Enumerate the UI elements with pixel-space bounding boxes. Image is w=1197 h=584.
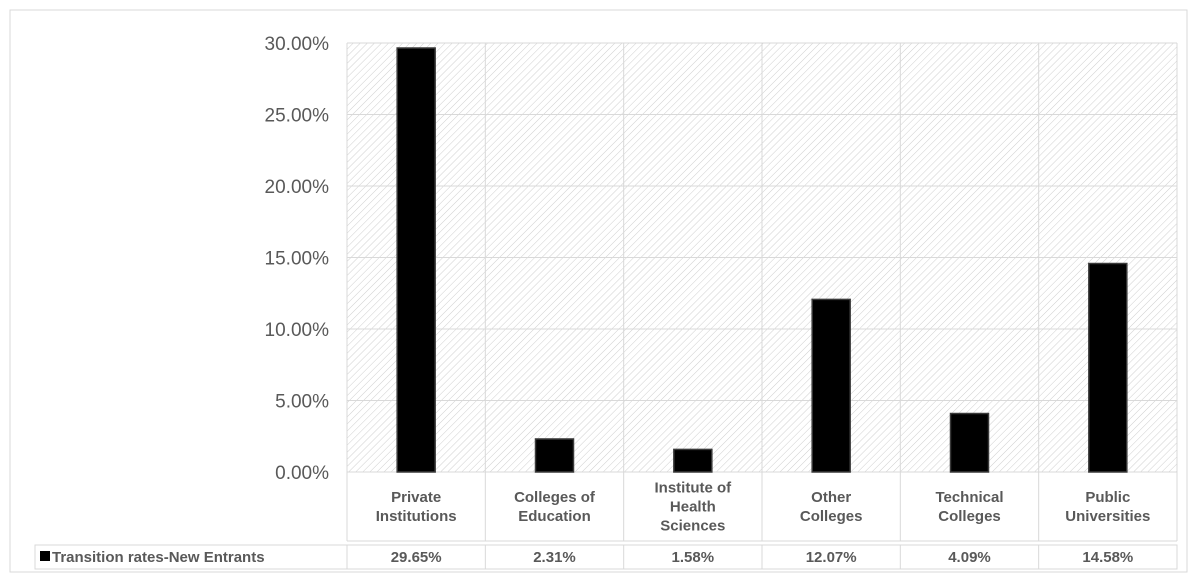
y-tick-label: 15.00%: [265, 249, 330, 270]
legend-key: [40, 551, 50, 561]
data-value-label: 12.07%: [806, 549, 857, 566]
series-name: Transition rates-New Entrants: [52, 549, 265, 566]
chart-border: [9, 9, 1188, 573]
bar: [1088, 262, 1128, 473]
y-tick-label: 30.00%: [265, 34, 330, 55]
y-tick-label: 25.00%: [265, 106, 330, 127]
x-category-label: Education: [518, 508, 591, 525]
data-value-label: 1.58%: [672, 549, 715, 566]
x-category-label: Other: [811, 489, 851, 506]
bar: [949, 412, 990, 473]
data-value-label: 29.65%: [391, 549, 442, 566]
x-category-label: Institutions: [376, 508, 457, 525]
data-value-label: 2.31%: [533, 549, 576, 566]
x-category-label: Public: [1085, 489, 1130, 506]
y-tick-label: 0.00%: [275, 463, 329, 484]
x-category-label: Colleges: [938, 508, 1001, 525]
data-value-label: 4.09%: [948, 549, 991, 566]
x-category-label: Colleges: [800, 508, 863, 525]
x-category-label: Health: [670, 499, 716, 516]
bar: [396, 47, 436, 473]
x-category-label: Institute of: [655, 480, 733, 497]
bar: [811, 298, 851, 473]
x-category-label: Colleges of: [514, 489, 596, 506]
y-tick-label: 10.00%: [265, 320, 330, 341]
bar: [673, 448, 713, 473]
x-category-label: Universities: [1065, 508, 1150, 525]
x-category-label: Sciences: [660, 518, 725, 535]
bar: [534, 438, 575, 473]
y-tick-label: 5.00%: [275, 392, 329, 413]
y-tick-label: 20.00%: [265, 177, 330, 198]
data-value-label: 14.58%: [1082, 549, 1133, 566]
x-category-label: Private: [391, 489, 441, 506]
x-category-label: Technical: [935, 489, 1003, 506]
